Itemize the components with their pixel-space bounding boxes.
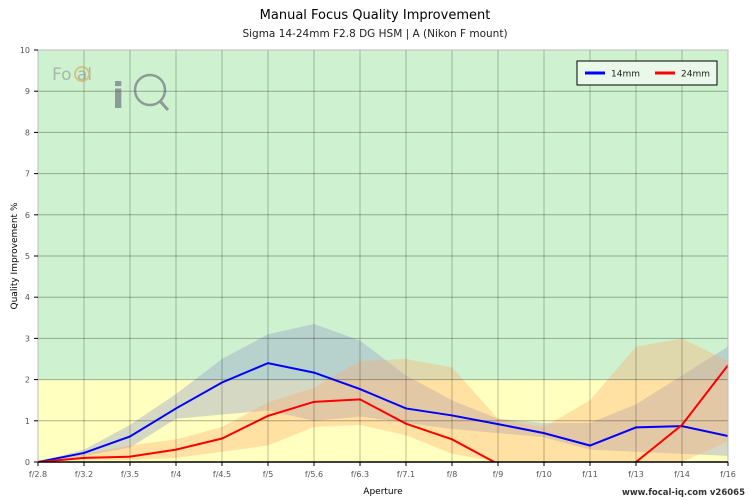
range-band-24mm (38, 338, 728, 462)
logo-i: i (112, 76, 124, 117)
x-tick-label: f/8 (447, 470, 458, 479)
y-tick-label: 7 (25, 170, 30, 179)
y-tick-label: 8 (25, 128, 30, 137)
y-tick-label: 4 (25, 293, 30, 302)
x-tick-label: f/3.5 (121, 470, 139, 479)
x-tick-label: f/11 (582, 470, 598, 479)
x-tick-label: f/3.2 (75, 470, 93, 479)
x-axis-label: Aperture (363, 487, 403, 497)
x-tick-label: f/4 (171, 470, 182, 479)
logo-lens-icon (74, 66, 90, 82)
y-tick-label: 1 (25, 417, 30, 426)
chart-title: Manual Focus Quality Improvement (259, 8, 491, 23)
watermark: www.focal-iq.com v26065 (622, 488, 745, 498)
focal-logo: Fo ali (52, 65, 170, 117)
y-tick-label: 2 (25, 376, 30, 385)
x-tick-label: f/4.5 (213, 470, 231, 479)
series-group (38, 323, 728, 462)
magnifier-handle (158, 100, 170, 111)
y-axis-label: Quality Improvement % (10, 202, 20, 309)
x-tick-label: f/13 (628, 470, 644, 479)
x-tick-label: f/5 (263, 470, 274, 479)
legend-label: 14mm (611, 70, 640, 80)
x-tick-label: f/5.6 (305, 470, 323, 479)
magnifier-icon (133, 73, 167, 107)
y-tick-label: 10 (20, 46, 30, 55)
series-line-24mm (38, 364, 728, 462)
series-line-14mm (38, 362, 728, 462)
chart-subtitle: Sigma 14-24mm F2.8 DG HSM | A (Nikon F m… (242, 28, 508, 40)
y-tick-label: 9 (25, 87, 30, 96)
x-tick-label: f/7.1 (397, 470, 415, 479)
x-tick-label: f/2.8 (29, 470, 47, 479)
x-tick-label: f/10 (536, 470, 552, 479)
y-tick-label: 6 (25, 211, 30, 220)
y-tick-label: 5 (25, 252, 30, 261)
x-tick-label: f/14 (674, 470, 690, 479)
x-tick-label: f/9 (493, 470, 504, 479)
y-tick-label: 0 (25, 458, 30, 467)
range-band-14mm (38, 323, 728, 462)
y-tick-label: 3 (25, 334, 30, 343)
x-tick-label: f/6.3 (351, 470, 369, 479)
zone-band (38, 379, 728, 462)
legend-label: 24mm (681, 70, 710, 80)
x-tick-label: f/16 (720, 470, 736, 479)
